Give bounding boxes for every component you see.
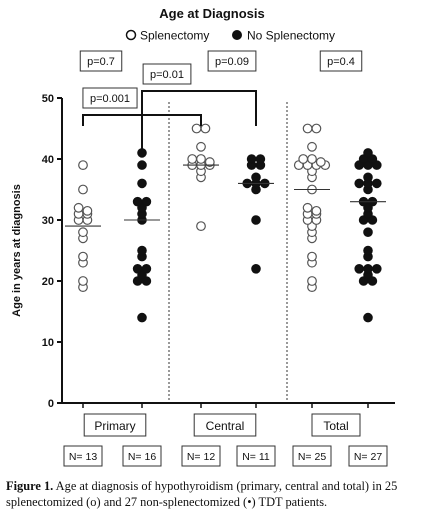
data-point-no-splenectomy xyxy=(132,196,143,207)
data-point-splenectomy xyxy=(298,154,309,164)
data-point-no-splenectomy xyxy=(137,245,147,256)
caption-text: Age at diagnosis of hypothyroidism (prim… xyxy=(6,479,398,509)
group-label: Primary xyxy=(94,419,135,433)
comparison-bracket xyxy=(141,90,257,155)
data-point-splenectomy xyxy=(187,154,198,164)
chart: Age at Diagnosis Splenectomy No Splenectom… xyxy=(11,6,395,467)
data-point-splenectomy xyxy=(302,123,313,134)
data-point-no-splenectomy xyxy=(363,245,373,256)
p-value-label: p=0.01 xyxy=(150,69,184,81)
data-point-splenectomy xyxy=(78,227,88,238)
y-tick-label: 30 xyxy=(42,215,54,227)
data-point-no-splenectomy xyxy=(363,264,373,274)
data-point-no-splenectomy xyxy=(137,160,147,170)
n-label-box xyxy=(181,445,221,467)
n-label-box xyxy=(236,445,276,467)
p-value-box xyxy=(82,87,138,109)
data-point-splenectomy xyxy=(78,160,88,171)
group-label: Central xyxy=(206,419,245,433)
data-point-splenectomy xyxy=(311,205,322,216)
chart-title: Age at Diagnosis xyxy=(159,6,264,21)
data-point-splenectomy xyxy=(311,123,322,134)
p-value-box xyxy=(142,63,192,85)
group-label-box xyxy=(311,413,361,437)
data-point-splenectomy xyxy=(196,221,206,232)
p-value-label: p=0.4 xyxy=(327,56,355,68)
data-point-splenectomy xyxy=(196,141,206,152)
data-point-splenectomy xyxy=(307,276,317,286)
p-value-label: p=0.09 xyxy=(215,56,249,68)
data-point-splenectomy xyxy=(315,157,326,167)
caption-label: Figure 1. xyxy=(6,479,54,493)
data-point-no-splenectomy xyxy=(363,312,373,323)
data-point-no-splenectomy xyxy=(363,227,373,237)
data-point-no-splenectomy xyxy=(141,196,152,207)
n-label: N= 27 xyxy=(354,451,382,463)
legend-marker-splenectomy xyxy=(125,29,137,41)
p-value-box xyxy=(319,50,363,72)
n-label-box xyxy=(292,445,332,467)
data-point-no-splenectomy xyxy=(251,264,261,274)
data-point-no-splenectomy xyxy=(137,312,147,323)
n-label: N= 16 xyxy=(128,451,156,463)
data-point-no-splenectomy xyxy=(363,148,373,158)
data-point-splenectomy xyxy=(196,154,206,164)
y-tick-label: 20 xyxy=(42,276,54,288)
n-label: N= 11 xyxy=(242,451,270,463)
p-value-box xyxy=(79,50,123,72)
data-point-splenectomy xyxy=(302,202,313,213)
group-label-box xyxy=(193,413,257,437)
p-value-label: p=0.001 xyxy=(90,93,130,105)
n-label-box xyxy=(348,445,388,467)
data-point-splenectomy xyxy=(78,184,88,195)
y-tick-label: 40 xyxy=(42,154,54,166)
data-point-no-splenectomy xyxy=(246,154,257,164)
group-label-box xyxy=(83,413,147,437)
data-point-no-splenectomy xyxy=(251,215,261,225)
data-point-no-splenectomy xyxy=(141,264,152,274)
group-label: Total xyxy=(323,419,348,433)
data-point-splenectomy xyxy=(191,123,202,134)
n-label-box xyxy=(122,445,162,467)
data-point-splenectomy xyxy=(307,154,317,164)
n-label: N= 12 xyxy=(187,451,215,463)
data-point-splenectomy xyxy=(82,205,93,216)
data-point-no-splenectomy xyxy=(354,264,365,274)
n-label-box xyxy=(63,445,103,467)
data-point-splenectomy xyxy=(307,251,317,262)
legend-marker-no-splenectomy xyxy=(232,30,242,40)
n-label: N= 13 xyxy=(69,451,97,463)
data-point-no-splenectomy xyxy=(354,178,365,189)
y-tick-label: 10 xyxy=(42,337,54,349)
data-point-no-splenectomy xyxy=(251,172,261,183)
data-point-no-splenectomy xyxy=(372,264,382,274)
data-point-splenectomy xyxy=(73,202,84,213)
data-point-splenectomy xyxy=(307,141,317,152)
data-point-splenectomy xyxy=(78,251,88,262)
data-point-splenectomy xyxy=(78,276,88,286)
y-tick-label: 50 xyxy=(42,93,54,105)
p-value-label: p=0.7 xyxy=(87,56,115,68)
data-point-no-splenectomy xyxy=(132,264,143,274)
p-value-box xyxy=(207,50,257,72)
figure-caption: Figure 1. Age at diagnosis of hypothyroi… xyxy=(6,479,420,510)
legend-label-no-splenectomy: No Splenectomy xyxy=(247,29,335,43)
data-point-no-splenectomy xyxy=(363,172,373,183)
y-axis-title: Age in years at diagnosis xyxy=(11,184,23,317)
data-point-no-splenectomy xyxy=(372,178,382,189)
data-point-no-splenectomy xyxy=(137,178,147,189)
y-tick-label: 0 xyxy=(48,398,54,410)
data-point-splenectomy xyxy=(200,123,211,134)
data-point-no-splenectomy xyxy=(255,154,266,164)
n-label: N= 25 xyxy=(298,451,326,463)
data-point-splenectomy xyxy=(204,157,215,167)
legend-label-splenectomy: Splenectomy xyxy=(140,29,209,43)
